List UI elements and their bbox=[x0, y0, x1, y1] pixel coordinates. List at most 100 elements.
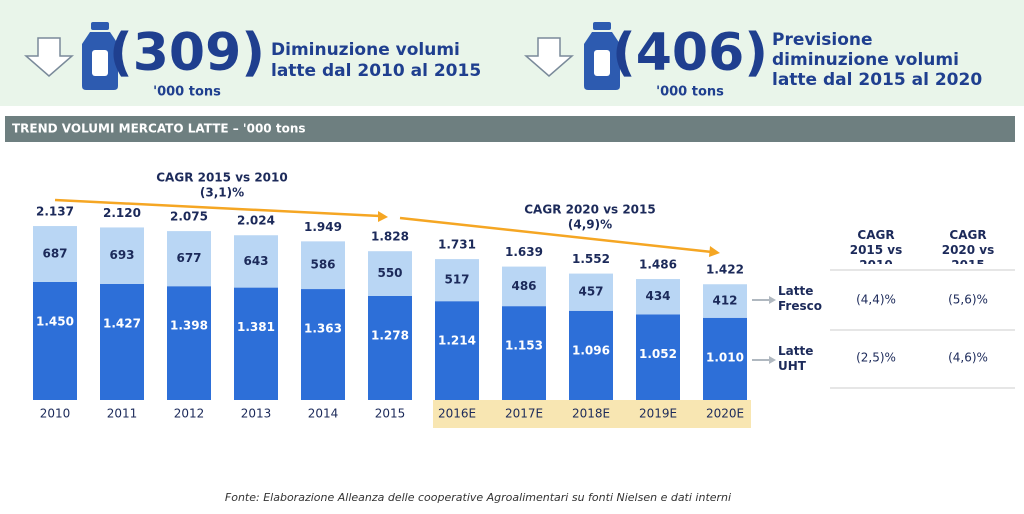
annotation: (4,9)% bbox=[568, 218, 612, 232]
bar-segment bbox=[301, 289, 345, 400]
annotation: (3,1)% bbox=[200, 186, 244, 200]
bar-segment bbox=[301, 241, 345, 290]
total-label: 1.639 bbox=[505, 245, 543, 259]
forecast-highlight bbox=[433, 400, 751, 428]
value-label: 550 bbox=[377, 266, 402, 280]
bar-segment bbox=[435, 259, 479, 302]
value-label: 687 bbox=[42, 247, 67, 261]
total-label: 1.486 bbox=[639, 258, 677, 272]
bar-segment bbox=[368, 295, 412, 400]
value-label: 1.052 bbox=[639, 347, 677, 361]
x-tick-label: 2015 bbox=[375, 407, 406, 421]
total-label: 1.949 bbox=[304, 220, 342, 234]
bar-segment bbox=[502, 306, 546, 400]
value-label: 1.214 bbox=[438, 334, 476, 348]
value-label: 1.096 bbox=[572, 343, 610, 357]
total-label: 1.731 bbox=[438, 238, 476, 252]
value-label: 457 bbox=[578, 285, 603, 299]
section-bar bbox=[5, 116, 1015, 142]
bar-segment bbox=[636, 314, 680, 400]
total-label: 1.422 bbox=[706, 263, 744, 277]
x-tick-label: 2010 bbox=[40, 407, 71, 421]
bar-segment bbox=[167, 231, 211, 287]
table-header-text: CAGR 2020 vs 2015 bbox=[941, 228, 995, 264]
total-label: 2.137 bbox=[36, 205, 74, 219]
legend-text: Latte UHT bbox=[778, 344, 814, 373]
value-label: 1.381 bbox=[237, 320, 275, 334]
table-cell: (4,6)% bbox=[948, 351, 988, 365]
bar-segment bbox=[234, 287, 278, 400]
legend-entry: Latte Fresco bbox=[778, 284, 822, 313]
value-label: 1.153 bbox=[505, 339, 543, 353]
header-desc: latte dal 2010 al 2015 bbox=[271, 61, 481, 81]
x-tick-label: 2013 bbox=[241, 407, 272, 421]
bar-segment bbox=[234, 235, 278, 288]
cagr-arrow bbox=[54, 198, 720, 257]
header-band bbox=[0, 0, 1024, 106]
table-cell: (2,5)% bbox=[856, 351, 896, 365]
down-arrow bbox=[23, 37, 75, 77]
x-tick-label: 2019E bbox=[639, 407, 677, 421]
value-label: 1.278 bbox=[371, 328, 409, 342]
bar-segment bbox=[100, 283, 144, 400]
milk-bottle bbox=[82, 22, 118, 90]
legend-entry: Latte UHT bbox=[778, 344, 814, 373]
table-header-text: CAGR 2015 vs 2010 bbox=[849, 228, 903, 264]
header-unit: '000 tons bbox=[656, 85, 724, 100]
bar-segment bbox=[33, 226, 77, 282]
table-cell: (4,4)% bbox=[856, 293, 896, 307]
total-label: 1.552 bbox=[572, 252, 610, 266]
x-tick-label: 2020E bbox=[706, 407, 744, 421]
table-header: CAGR 2020 vs 2015 bbox=[941, 228, 995, 264]
bar-segment bbox=[502, 266, 546, 307]
legend-text: Latte Fresco bbox=[778, 284, 822, 313]
header-value: (406) bbox=[612, 23, 768, 83]
bar-segment bbox=[167, 286, 211, 400]
x-tick-label: 2016E bbox=[438, 407, 476, 421]
value-label: 643 bbox=[243, 254, 268, 268]
value-label: 412 bbox=[712, 294, 737, 308]
value-label: 517 bbox=[444, 273, 469, 287]
source: Fonte: Elaborazione Alleanza delle coope… bbox=[225, 491, 731, 504]
bar-segment bbox=[33, 281, 77, 400]
value-label: 486 bbox=[511, 279, 536, 293]
value-label: 693 bbox=[109, 248, 134, 262]
header-desc: Diminuzione volumi bbox=[271, 40, 460, 60]
value-label: 677 bbox=[176, 251, 201, 265]
value-label: 586 bbox=[310, 258, 335, 272]
total-label: 2.075 bbox=[170, 210, 208, 224]
header-desc: diminuzione volumi bbox=[772, 50, 959, 70]
header-value: (309) bbox=[109, 23, 265, 83]
header-desc: latte dal 2015 al 2020 bbox=[772, 70, 982, 90]
header-unit: '000 tons bbox=[153, 85, 221, 100]
x-tick-label: 2011 bbox=[107, 407, 138, 421]
bar-segment bbox=[703, 317, 747, 400]
x-tick-label: 2017E bbox=[505, 407, 543, 421]
bar-segment bbox=[100, 227, 144, 284]
bar-segment bbox=[569, 273, 613, 311]
value-label: 1.398 bbox=[170, 319, 208, 333]
total-label: 2.120 bbox=[103, 206, 141, 220]
bar-segment bbox=[569, 310, 613, 400]
table-header: CAGR 2015 vs 2010 bbox=[849, 228, 903, 264]
value-label: 1.010 bbox=[706, 350, 744, 364]
total-label: 1.828 bbox=[371, 230, 409, 244]
bar-segment bbox=[435, 301, 479, 400]
milk-bottle bbox=[584, 22, 620, 90]
value-label: 1.427 bbox=[103, 316, 141, 330]
annotation: CAGR 2020 vs 2015 bbox=[524, 203, 655, 217]
down-arrow bbox=[523, 37, 575, 77]
section-title: TREND VOLUMI MERCATO LATTE – '000 tons bbox=[12, 122, 306, 136]
annotation: CAGR 2015 vs 2010 bbox=[156, 171, 287, 185]
value-label: 1.450 bbox=[36, 314, 74, 328]
x-tick-label: 2018E bbox=[572, 407, 610, 421]
bar-segment bbox=[368, 251, 412, 296]
bar-segment bbox=[636, 279, 680, 315]
legend-arrow bbox=[752, 296, 776, 364]
total-label: 2.024 bbox=[237, 214, 275, 228]
x-tick-label: 2012 bbox=[174, 407, 205, 421]
table-cell: (5,6)% bbox=[948, 293, 988, 307]
value-label: 434 bbox=[645, 289, 670, 303]
x-tick-label: 2014 bbox=[308, 407, 339, 421]
